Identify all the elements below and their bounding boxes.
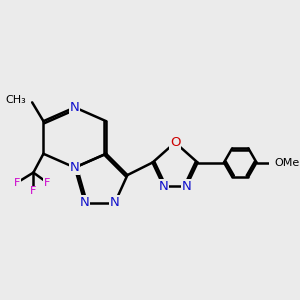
Text: N: N bbox=[70, 101, 80, 114]
Text: O: O bbox=[170, 136, 180, 149]
Text: F: F bbox=[44, 178, 50, 188]
Text: N: N bbox=[80, 196, 90, 209]
Text: F: F bbox=[30, 186, 37, 197]
Text: N: N bbox=[110, 196, 120, 209]
Text: F: F bbox=[14, 178, 20, 188]
Text: N: N bbox=[159, 180, 169, 193]
Text: N: N bbox=[70, 161, 80, 174]
Text: OMe: OMe bbox=[274, 158, 299, 167]
Text: N: N bbox=[182, 180, 191, 193]
Text: CH₃: CH₃ bbox=[5, 95, 26, 105]
